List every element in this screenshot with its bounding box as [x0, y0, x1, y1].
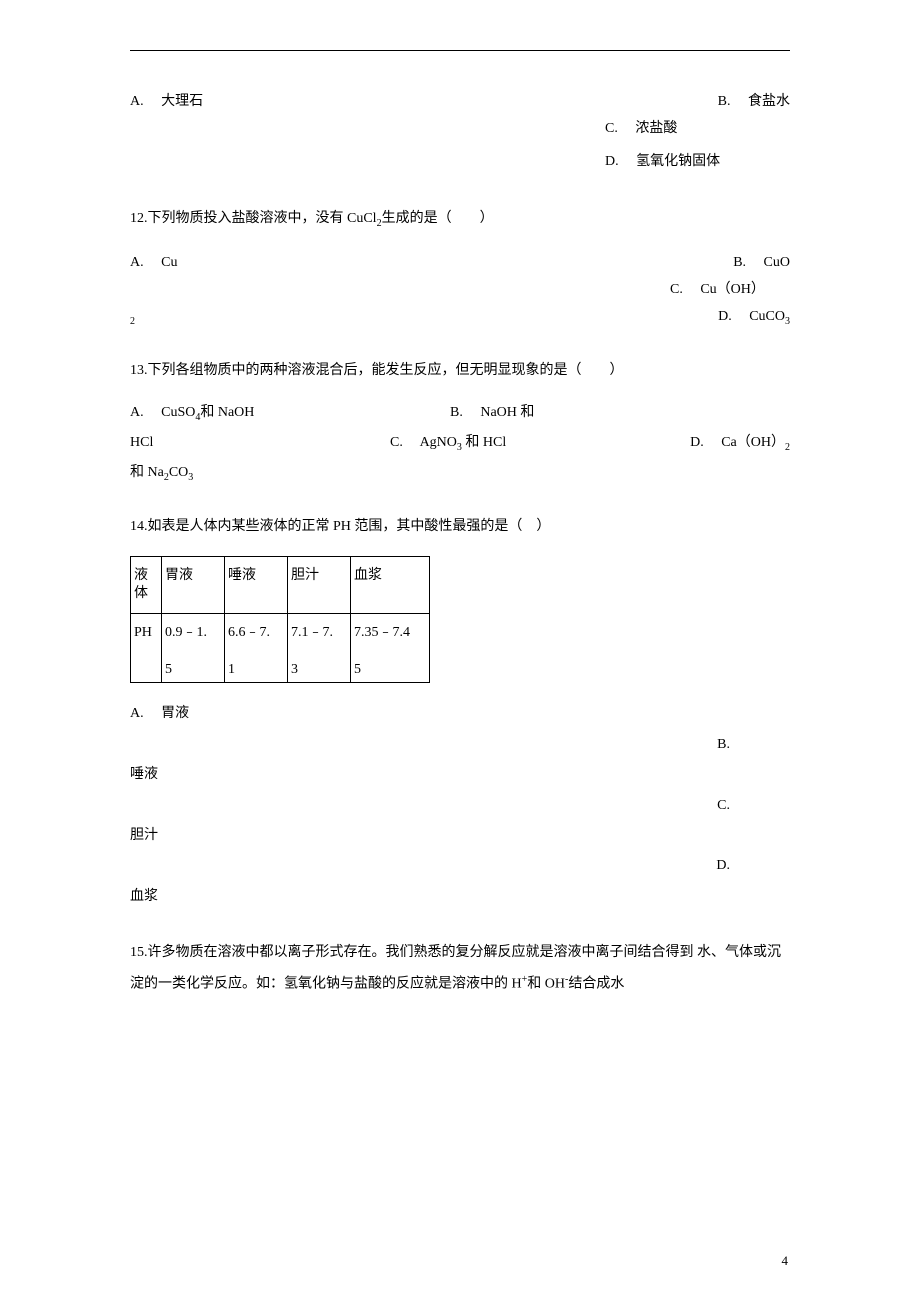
th-plasma: 血浆 [351, 557, 429, 595]
q13-option-b: B. NaOH 和 [450, 402, 534, 426]
question-11-options: A. 大理石 B. 食盐水 C. 浓盐酸 D. 氢氧化钠固体 [130, 91, 790, 178]
q12-stem-prefix: 12.下列物质投入盐酸溶液中，没有 CuCl [130, 211, 377, 226]
question-13: 13.下列各组物质中的两种溶液混合后，能发生反应，但无明显现象的是（ ） A. … [130, 360, 790, 486]
q13-a-suffix: 和 NaOH [200, 405, 254, 420]
q12-stem: 12.下列物质投入盐酸溶液中，没有 CuCl2生成的是（ ） [130, 208, 790, 232]
q13-stem: 13.下列各组物质中的两种溶液混合后，能发生反应，但无明显现象的是（ ） [130, 360, 790, 382]
table-header-row: 液体 胃液 唾液 胆汁 血浆 [131, 557, 430, 614]
q13-tail-sub2: 3 [188, 472, 193, 483]
q14-option-c-text: 胆汁 [130, 825, 790, 847]
q14-option-c-letter: C. [130, 795, 790, 817]
td-saliva-l1: 6.6﹣7. [228, 624, 284, 642]
q13-tail-prefix: 和 Na [130, 465, 164, 480]
td-plasma: 7.35﹣7.4 5 [351, 614, 429, 682]
q11-option-d: D. 氢氧化钠固体 [605, 146, 720, 178]
q13-d-sub: 2 [785, 442, 790, 453]
q14-option-d-letter: D. [130, 855, 790, 877]
td-plasma-l1: 7.35﹣7.4 [354, 624, 426, 642]
q12-option-c: C. Cu（OH） [670, 274, 790, 306]
page-number: 4 [782, 1251, 789, 1272]
q14-options: A. 胃液 B. 唾液 C. 胆汁 D. 血浆 [130, 703, 790, 908]
q11-option-c: C. 浓盐酸 [605, 113, 677, 145]
ph-table: 液体 胃液 唾液 胆汁 血浆 PH 0.9﹣1. 5 6.6﹣7. 1 7.1﹣7.… [130, 556, 430, 683]
q11-option-b: B. 食盐水 [718, 91, 790, 113]
q14-option-d-text: 血浆 [130, 886, 790, 908]
q13-d-tail: 和 Na2CO3 [130, 462, 790, 486]
th-gastric: 胃液 [162, 557, 224, 595]
td-bile-l1: 7.1﹣7. [291, 624, 347, 642]
q12-d-prefix: D. CuCO [718, 309, 785, 324]
q14-option-a: A. 胃液 [130, 703, 790, 725]
q13-option-c: C. AgNO3 和 HCl [390, 432, 690, 456]
q13-b-tail: HCl [130, 432, 390, 456]
q12-d-sub: 3 [785, 316, 790, 327]
td-gastric-l1: 0.9﹣1. [165, 624, 221, 642]
td-saliva: 6.6﹣7. 1 [225, 614, 287, 682]
q12-option-a: A. Cu [130, 252, 733, 274]
q13-c-prefix: C. AgNO [390, 435, 457, 450]
question-14: 14.如表是人体内某些液体的正常 PH 范围，其中酸性最强的是（ ） 液体 胃液… [130, 516, 790, 909]
q15-mid: 和 OH [527, 977, 565, 992]
q13-c-suffix: 和 HCl [462, 435, 506, 450]
top-rule [130, 50, 790, 51]
q12-c-tail: 2 [130, 306, 135, 330]
q13-a-prefix: A. CuSO [130, 405, 195, 420]
q12-option-b: B. CuO [733, 252, 790, 274]
th-saliva: 唾液 [225, 557, 287, 595]
th-liquid: 液体 [131, 557, 161, 613]
q12-c-prefix: C. Cu（OH） [670, 282, 765, 297]
q14-option-b-letter: B. [130, 734, 790, 756]
q14-option-b-text: 唾液 [130, 764, 790, 786]
td-bile-l2: 3 [291, 661, 347, 679]
q12-c-sub: 2 [130, 316, 135, 327]
q14-stem: 14.如表是人体内某些液体的正常 PH 范围，其中酸性最强的是（ ） [130, 516, 790, 538]
question-12: 12.下列物质投入盐酸溶液中，没有 CuCl2生成的是（ ） A. Cu B. … [130, 208, 790, 330]
td-saliva-l2: 1 [228, 661, 284, 679]
document-page: A. 大理石 B. 食盐水 C. 浓盐酸 D. 氢氧化钠固体 12.下列物质投入… [0, 0, 920, 1302]
td-gastric: 0.9﹣1. 5 [162, 614, 224, 682]
td-plasma-l2: 5 [354, 661, 426, 679]
td-ph-label: PH [131, 614, 161, 682]
q15-suffix: 结合成水 [568, 977, 624, 992]
q15-line1: 15.许多物质在溶液中都以离子形式存在。我们熟悉的复分解反应就是溶液中离子间结合… [130, 945, 694, 960]
q13-tail-mid: CO [169, 465, 188, 480]
td-gastric-l2: 5 [165, 661, 221, 679]
q12-stem-suffix: 生成的是（ ） [382, 211, 494, 226]
q12-option-d: D. CuCO3 [718, 306, 790, 330]
q11-option-a: A. 大理石 [130, 91, 718, 113]
q13-d-prefix: D. Ca（OH） [690, 435, 785, 450]
q13-option-a: A. CuSO4和 NaOH [130, 402, 450, 426]
q13-option-d: D. Ca（OH）2 [690, 432, 790, 456]
table-data-row: PH 0.9﹣1. 5 6.6﹣7. 1 7.1﹣7. 3 7.35﹣7.4 5 [131, 614, 430, 683]
td-bile: 7.1﹣7. 3 [288, 614, 350, 682]
question-15: 15.许多物质在溶液中都以离子形式存在。我们熟悉的复分解反应就是溶液中离子间结合… [130, 938, 790, 1000]
th-bile: 胆汁 [288, 557, 350, 595]
